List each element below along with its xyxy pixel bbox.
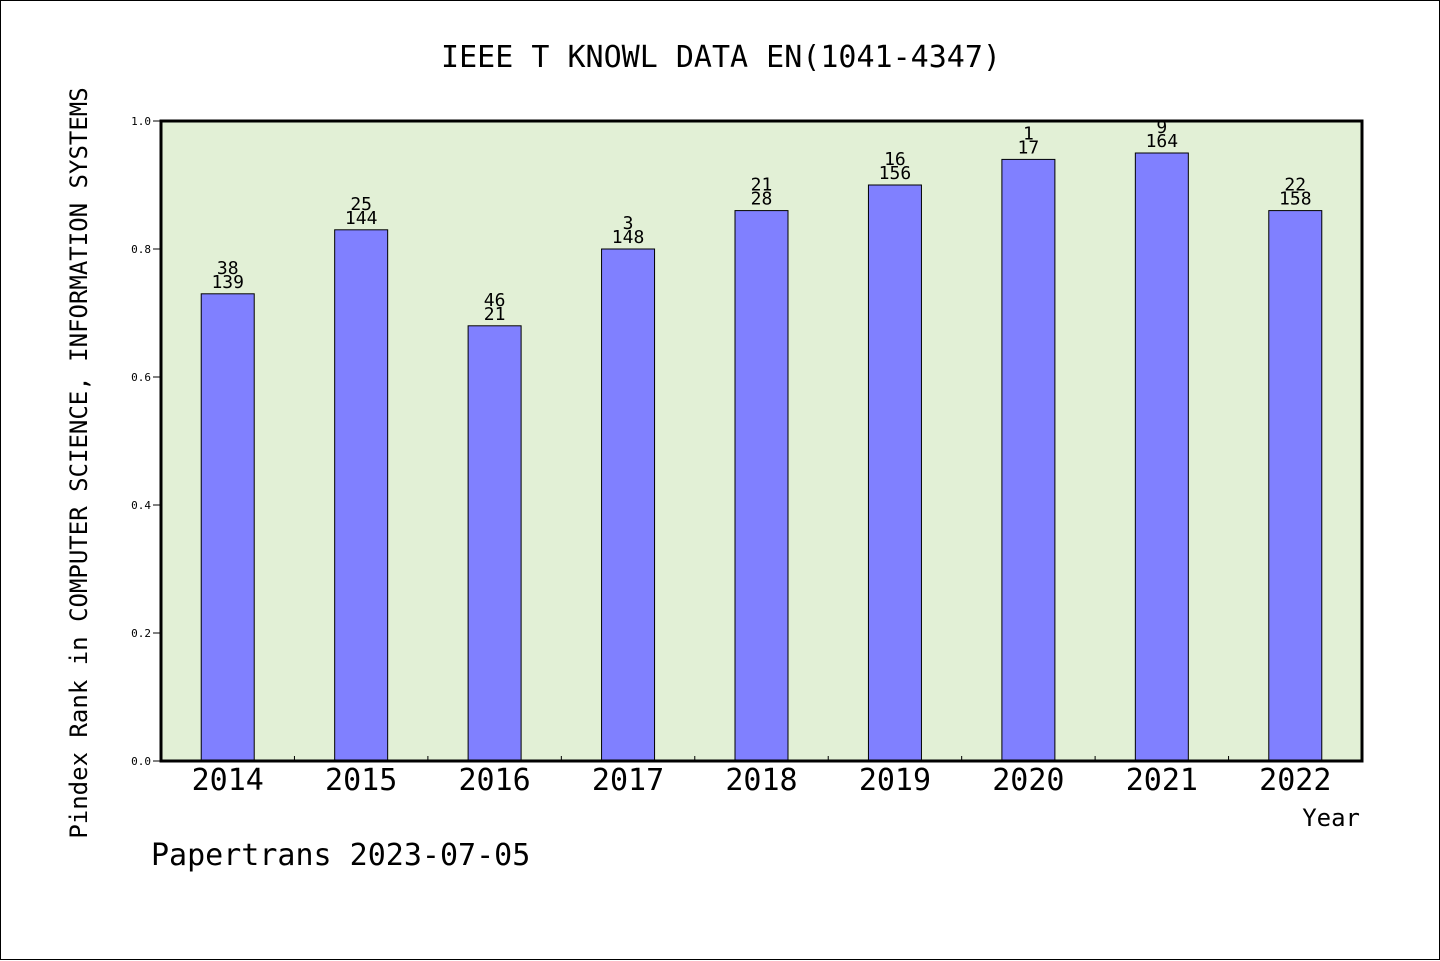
bar-label-bottom-2020: 17 — [1018, 137, 1040, 158]
bar-label-top-2018: 21 — [751, 175, 773, 196]
bar-label-top-2020: 1 — [1023, 123, 1034, 144]
x-tick-label-2018: 2018 — [725, 763, 797, 798]
bar-label-top-2015: 25 — [350, 194, 372, 215]
y-tick-label-4: 0.8 — [131, 243, 151, 256]
x-tick-label-2016: 2016 — [458, 763, 530, 798]
bar-label-top-2017: 3 — [623, 213, 634, 234]
bar-label-bottom-2017: 148 — [612, 227, 645, 248]
bar-label-bottom-2015: 144 — [345, 208, 378, 229]
bar-2016 — [467, 325, 522, 762]
x-tick-label-2017: 2017 — [592, 763, 664, 798]
y-tick-label-1: 0.2 — [131, 627, 151, 640]
x-tick-label-2021: 2021 — [1126, 763, 1198, 798]
bar-2020 — [1001, 158, 1056, 762]
x-tick-label-2015: 2015 — [325, 763, 397, 798]
x-tick-label-2022: 2022 — [1259, 763, 1331, 798]
y-axis-label: Pindex Rank in COMPUTER SCIENCE, INFORMA… — [65, 87, 93, 838]
bar-label-bottom-2014: 139 — [211, 272, 244, 293]
x-tick-label-2014: 2014 — [192, 763, 264, 798]
bar-2021 — [1134, 152, 1189, 762]
bar-2018 — [734, 210, 789, 762]
bar-label-bottom-2018: 28 — [751, 189, 773, 210]
bar-label-top-2021: 9 — [1156, 117, 1167, 138]
bar-2015 — [334, 229, 389, 762]
y-tick-label-5: 1.0 — [131, 115, 151, 128]
bar-label-bottom-2019: 156 — [879, 163, 912, 184]
bar-label-bottom-2016: 21 — [484, 304, 506, 325]
x-tick-label-2020: 2020 — [992, 763, 1064, 798]
bar-2019 — [867, 184, 922, 762]
bar-label-bottom-2022: 158 — [1279, 189, 1312, 210]
bar-2017 — [601, 248, 656, 762]
chart-title: IEEE T KNOWL DATA EN(1041-4347) — [441, 40, 1001, 75]
y-tick-label-0: 0.0 — [131, 755, 151, 768]
bar-label-top-2022: 22 — [1284, 175, 1306, 196]
y-tick-label-2: 0.4 — [131, 499, 151, 512]
footer-credit: Papertrans 2023-07-05 — [151, 838, 530, 873]
bar-label-top-2016: 46 — [484, 290, 506, 311]
plot-border — [159, 119, 1364, 763]
y-tick-label-3: 0.6 — [131, 371, 151, 384]
bar-label-top-2019: 16 — [884, 149, 906, 170]
bar-label-bottom-2021: 164 — [1146, 131, 1179, 152]
bar-2022 — [1268, 210, 1323, 762]
labels-group: 3813920142514420154621201631482017212820… — [131, 115, 1331, 798]
x-tick-label-2019: 2019 — [859, 763, 931, 798]
bars-group — [200, 152, 1323, 762]
bar-label-top-2014: 38 — [217, 258, 239, 279]
x-axis-label: Year — [1302, 804, 1360, 832]
bar-2014 — [200, 293, 255, 762]
